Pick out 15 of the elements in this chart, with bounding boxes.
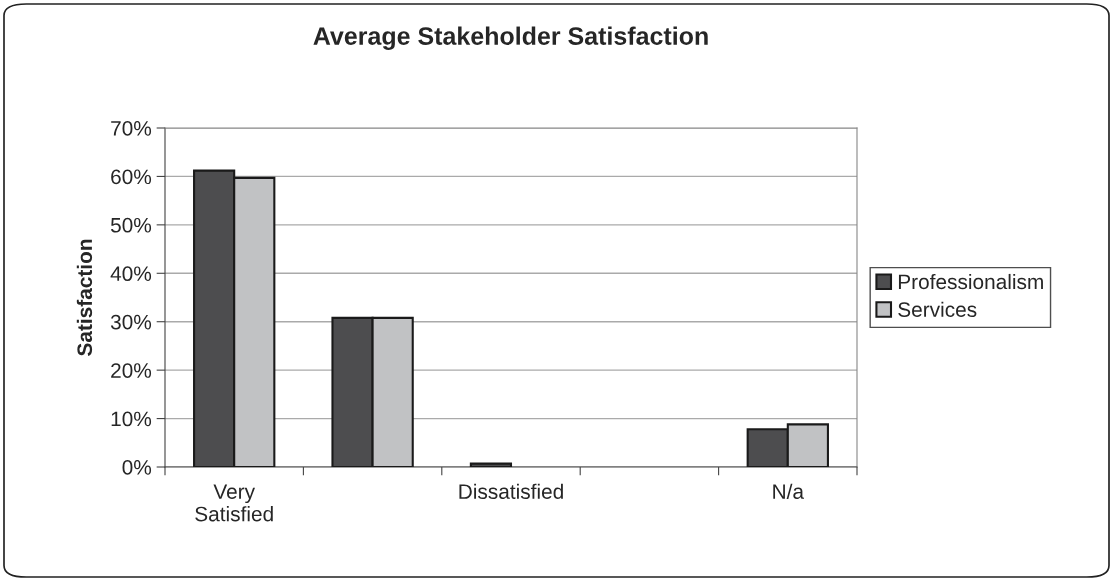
x-tick-label: Dissatisfied: [459, 483, 563, 499]
chart-title: Average Stakeholder Satisfaction: [313, 26, 708, 50]
x-tick-label: Very Satisfied: [195, 484, 273, 522]
y-tick-label: 20%: [111, 363, 152, 378]
y-axis-title: Satisfaction: [76, 239, 93, 356]
y-tick-label: 30%: [110, 314, 152, 330]
legend-label: Professionalism: [898, 273, 1043, 290]
y-tick-label: 0%: [122, 460, 152, 475]
y-tick-label: 60%: [111, 169, 152, 185]
y-tick-label: 40%: [110, 266, 152, 282]
legend-label: Services: [898, 301, 977, 317]
x-tick-label: N/a: [773, 483, 805, 499]
y-tick-label: 50%: [110, 217, 152, 233]
y-tick-label: 10%: [111, 411, 152, 427]
y-tick-label: 70%: [111, 121, 152, 136]
